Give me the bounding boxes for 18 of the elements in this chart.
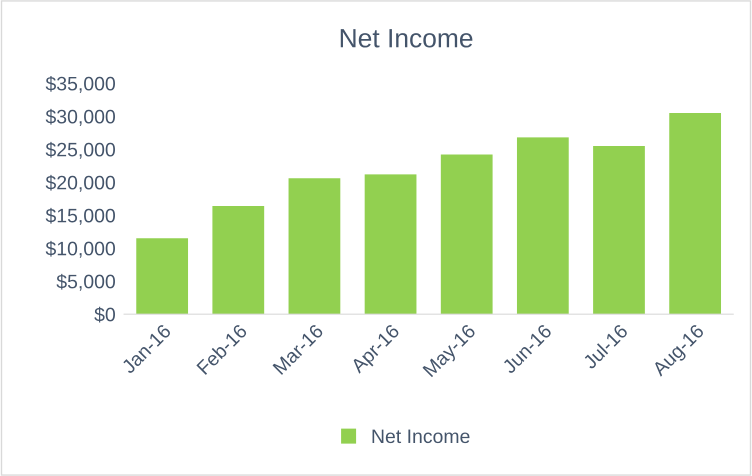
bar [669, 112, 722, 314]
bar [364, 174, 416, 314]
y-tick-label: $30,000 [46, 108, 115, 126]
y-tick-label: $15,000 [46, 208, 115, 225]
y-tick-label: $25,000 [46, 142, 115, 159]
bar [288, 178, 340, 314]
y-tick-label: $35,000 [46, 76, 115, 93]
y-tick-label: $20,000 [46, 174, 115, 192]
chart-title: Net Income [340, 29, 472, 48]
y-tick-label: $10,000 [46, 240, 115, 258]
y-tick-label: $5,000 [56, 274, 115, 291]
y-tick-label: $0 [94, 306, 115, 323]
legend-label: Net Income [372, 430, 470, 444]
bar [593, 146, 645, 314]
bar [136, 238, 188, 314]
bar [212, 206, 264, 314]
bar [440, 154, 493, 314]
bar [516, 137, 569, 314]
